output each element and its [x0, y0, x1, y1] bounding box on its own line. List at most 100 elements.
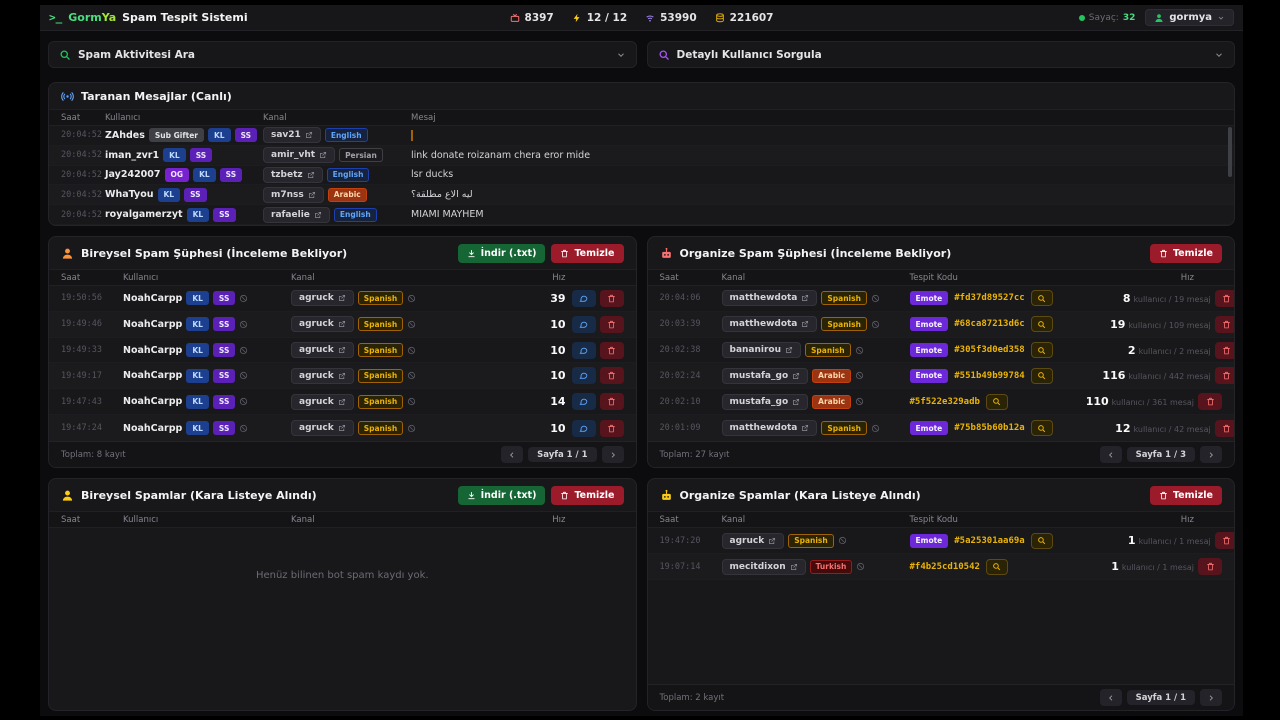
delete-button[interactable] [1198, 393, 1222, 411]
user-badge: SS [212, 394, 236, 409]
user-query-panel[interactable]: Detaylı Kullanıcı Sorgula [646, 41, 1235, 68]
channel-chip[interactable]: agruck [291, 290, 354, 307]
user-badge: SS [213, 207, 236, 222]
channel-chip[interactable]: agruck [291, 393, 354, 410]
message-cell: link donate roizanam chera eror mide [411, 149, 591, 161]
delete-button[interactable] [1214, 315, 1235, 333]
trash-icon [1222, 424, 1231, 433]
trash-icon [560, 249, 569, 258]
user-cell: NoahCarpp KL SS [123, 368, 291, 383]
prev-page-button[interactable] [1099, 689, 1122, 706]
channel-chip[interactable]: bananirou [721, 342, 802, 359]
delete-button[interactable] [599, 315, 624, 333]
row-time: 20:04:52 [61, 130, 102, 141]
next-page-button[interactable] [1200, 446, 1222, 463]
next-page-button[interactable] [1200, 689, 1222, 706]
rate-cell: 2 kullanıcı / 2 mesaj [1127, 343, 1211, 357]
rate-cell: 116 kullanıcı / 442 mesaj [1102, 369, 1211, 383]
delete-button[interactable] [1214, 532, 1235, 549]
delete-button[interactable] [599, 289, 624, 307]
inspect-button[interactable] [1030, 290, 1053, 307]
channel-chip[interactable]: mustafa_go [721, 393, 809, 410]
messages-button[interactable] [571, 289, 596, 307]
chevron-right-icon [609, 451, 617, 459]
inspect-button[interactable] [1030, 532, 1053, 549]
inspect-button[interactable] [985, 558, 1008, 575]
inspect-button[interactable] [1030, 316, 1053, 333]
ban-icon [838, 536, 847, 545]
spam-activity-search-panel[interactable]: Spam Aktivitesi Ara [48, 41, 637, 68]
clear-button[interactable]: Temizle [551, 244, 624, 263]
live-messages-panel: Taranan Mesajlar (Canlı) Saat Kullanıcı … [48, 82, 1235, 226]
delete-button[interactable] [599, 393, 624, 411]
scrollbar[interactable] [1228, 127, 1232, 177]
user-badge: KL [186, 368, 209, 383]
channel-chip[interactable]: agruck [291, 367, 354, 384]
messages-button[interactable] [571, 419, 596, 437]
clear-button[interactable]: Temizle [551, 486, 624, 505]
channel-chip[interactable]: agruck [291, 316, 354, 333]
channel-chip[interactable]: matthewdota [721, 290, 818, 307]
ban-icon [871, 320, 880, 329]
detection-code: #75b85b60b12a [954, 423, 1025, 434]
prev-page-button[interactable] [1099, 446, 1122, 463]
delete-button[interactable] [1198, 558, 1222, 575]
channel-cell: mecitdixon Turkish [721, 558, 910, 575]
delete-button[interactable] [599, 367, 624, 385]
table-row: 20:04:52 WhaTyou KL SS m7nss Arabic ليه الا… [49, 185, 1234, 206]
inspect-button[interactable] [1030, 367, 1053, 384]
chat-icon [579, 320, 588, 329]
user-cell: NoahCarpp KL SS [123, 317, 291, 332]
delete-button[interactable] [1214, 367, 1235, 385]
channel-chip[interactable]: matthewdota [721, 316, 818, 333]
trash-icon [607, 371, 616, 380]
clear-button[interactable]: Temizle [1149, 486, 1222, 505]
app-header: >_ GormYa Spam Tespit Sistemi 8397 12 / … [40, 5, 1243, 31]
channel-chip[interactable]: agruck [291, 342, 354, 359]
total-records: Toplam: 2 kayıt [659, 692, 725, 703]
channel-chip[interactable]: rafaelie [263, 206, 330, 223]
delete-button[interactable] [599, 419, 624, 437]
delete-button[interactable] [599, 341, 624, 359]
inspect-button[interactable] [1030, 342, 1053, 359]
rate-value: 10 [550, 343, 566, 357]
lightning-icon [572, 13, 582, 23]
chevron-left-icon [508, 451, 516, 459]
prev-page-button[interactable] [501, 446, 524, 463]
inspect-button[interactable] [985, 393, 1008, 410]
channel-chip[interactable]: m7nss [263, 186, 324, 203]
messages-button[interactable] [571, 315, 596, 333]
message-cell [411, 129, 1222, 141]
ban-icon [855, 397, 864, 406]
inspect-button[interactable] [1030, 420, 1053, 437]
user-menu[interactable]: gormya [1145, 9, 1235, 26]
download-button[interactable]: İndir (.txt) [457, 244, 546, 263]
language-badge: Arabic [812, 368, 852, 383]
channel-chip[interactable]: mecitdixon [721, 558, 806, 575]
external-link-icon [338, 346, 346, 354]
channel-chip[interactable]: sav21 [263, 127, 321, 144]
channel-chip[interactable]: amir_vht [263, 147, 336, 164]
detection-code: #5f522e329adb [909, 396, 980, 407]
col-saat: Saat [61, 112, 81, 123]
channel-chip[interactable]: agruck [721, 532, 785, 549]
clear-button[interactable]: Temizle [1149, 244, 1222, 263]
messages-button[interactable] [571, 367, 596, 385]
channel-chip[interactable]: agruck [291, 420, 354, 437]
live-messages-header: Taranan Mesajlar (Canlı) [49, 83, 1234, 109]
delete-button[interactable] [1214, 419, 1235, 437]
external-link-icon [338, 372, 346, 380]
channel-chip[interactable]: mustafa_go [721, 367, 809, 384]
emote-badge: Emote [909, 343, 949, 358]
table-header: Saat Kullanıcı Kanal Hız [49, 269, 636, 286]
delete-button[interactable] [1214, 289, 1235, 307]
messages-button[interactable] [571, 341, 596, 359]
next-page-button[interactable] [601, 446, 624, 463]
download-button[interactable]: İndir (.txt) [457, 486, 546, 505]
messages-button[interactable] [571, 393, 596, 411]
delete-button[interactable] [1214, 341, 1235, 359]
language-badge: Spanish [357, 421, 404, 436]
channel-chip[interactable]: matthewdota [721, 420, 818, 437]
channel-chip[interactable]: tzbetz [263, 166, 323, 183]
user-badge: OG [164, 167, 190, 182]
